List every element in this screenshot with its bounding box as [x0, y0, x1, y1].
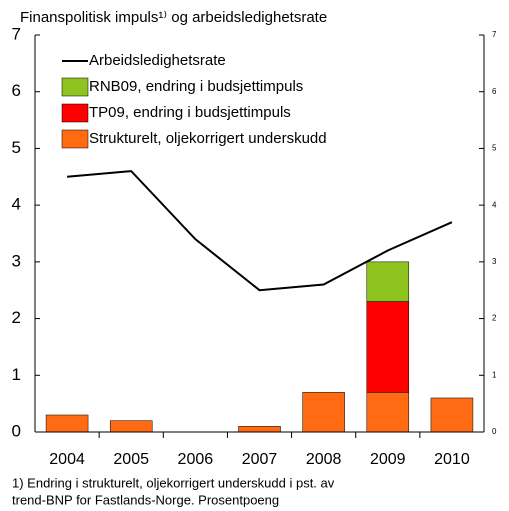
x-tick-label: 2005 [113, 451, 149, 468]
y-tick-label: 5 [12, 138, 21, 157]
bar [238, 426, 281, 433]
x-tick-label: 2007 [242, 451, 278, 468]
y2-tick-label: 4 [492, 200, 497, 209]
x-tick-label: 2008 [306, 451, 342, 468]
bar [430, 397, 474, 433]
x-tick-label: 2006 [178, 451, 214, 468]
y2-tick-label: 1 [492, 370, 497, 379]
bar [366, 392, 410, 433]
chart-title: Finanspolitisk impuls¹⁾ og arbeidsledigh… [20, 9, 327, 26]
bar [45, 414, 89, 433]
legend-label: Arbeidsledighetsrate [89, 52, 226, 69]
footnote: trend-BNP for Fastlands-Norge. Prosentpo… [12, 492, 279, 507]
legend-label: TP09, endring i budsjettimpuls [89, 104, 291, 121]
bar [302, 392, 345, 433]
y-tick-label: 7 [12, 24, 21, 43]
y-tick-label: 6 [12, 81, 21, 100]
y2-tick-label: 6 [492, 87, 497, 96]
x-tick-label: 2009 [370, 451, 406, 468]
x-tick-label: 2010 [434, 451, 470, 468]
bar [366, 261, 410, 302]
y2-tick-label: 5 [492, 144, 497, 153]
y-tick-label: 2 [12, 308, 21, 327]
line [66, 170, 453, 292]
bar [366, 301, 410, 393]
y-tick-label: 0 [12, 421, 21, 440]
legend-swatch [61, 77, 89, 97]
bar [109, 420, 153, 433]
footnote: 1) Endring i strukturelt, oljekorrigert … [12, 475, 335, 490]
y2-tick-label: 0 [492, 427, 497, 436]
x-tick-label: 2004 [49, 451, 85, 468]
legend-label: RNB09, endring i budsjettimpuls [89, 78, 303, 95]
y2-tick-label: 7 [492, 30, 497, 39]
legend-label: Strukturelt, oljekorrigert underskudd [89, 130, 327, 147]
y-tick-label: 4 [12, 195, 21, 214]
y2-tick-label: 3 [492, 257, 497, 266]
y2-tick-label: 2 [492, 314, 497, 323]
legend-swatch [61, 129, 89, 149]
y-tick-label: 1 [12, 365, 21, 384]
legend-swatch [61, 103, 89, 123]
y-tick-label: 3 [12, 251, 21, 270]
